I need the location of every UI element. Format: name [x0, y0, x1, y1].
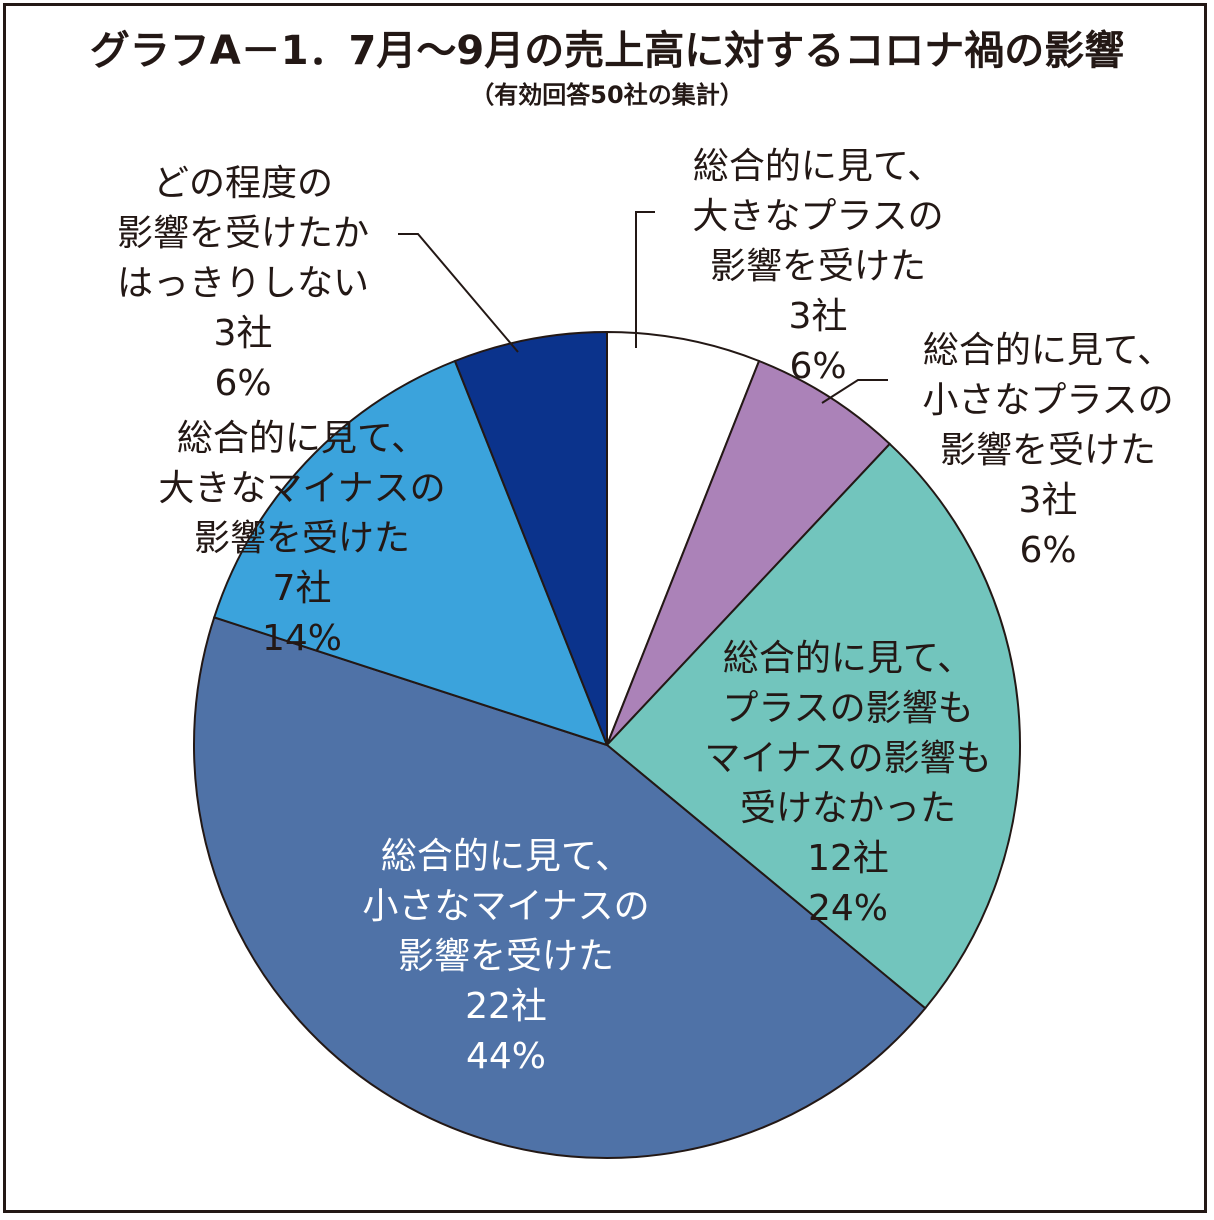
pie-slice-3 [605, 442, 1021, 1010]
leader-lines [398, 211, 888, 404]
leader-line-1 [635, 211, 655, 348]
slice-label-3: 総合的に見て、プラスの影響もマイナスの影響も受けなかった 12社 24% [704, 638, 991, 929]
leader-line-2 [821, 379, 888, 404]
pie-slice-6 [453, 330, 608, 746]
slice-label-1: 総合的に見て、大きなプラスの影響を受けた 3社 6% [692, 146, 943, 387]
slice-label-6: どの程度の影響を受けたかはっきりしない 3社 6% [117, 163, 369, 404]
slice-label-5: 総合的に見て、大きなマイナスの影響を受けた 7社 14% [158, 418, 445, 659]
pie-slice-2 [606, 359, 892, 746]
slice-labels: 総合的に見て、大きなプラスの影響を受けた 3社 6% 総合的に見て、小さなプラスの影響… [117, 146, 1174, 1077]
chart-title: グラフA－1．7月～9月の売上高に対するコロナ禍の影響 [90, 28, 1124, 74]
chart-subtitle: （有効回答50社の集計） [470, 81, 743, 109]
leader-line-6 [398, 233, 519, 353]
slice-label-4: 総合的に見て、小さなマイナスの影響を受けた 22社 44% [362, 836, 649, 1077]
pie-slice-1 [606, 330, 761, 746]
pie-slice-4 [193, 616, 927, 1159]
slice-label-2: 総合的に見て、小さなプラスの影響を受けた 3社 6% [922, 330, 1173, 571]
pie-slice-5 [212, 359, 609, 747]
pie-slices [193, 330, 1021, 1159]
